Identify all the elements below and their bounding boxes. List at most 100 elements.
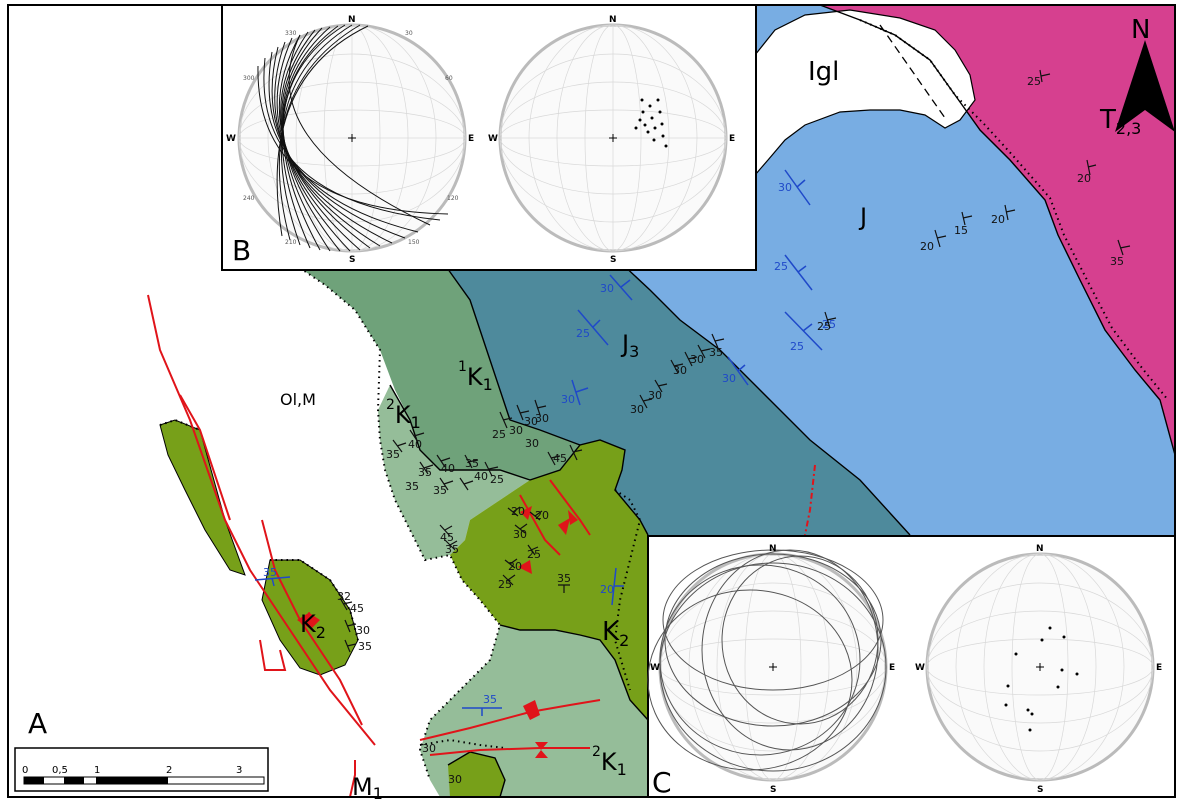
blue-dip-labels: 30 30 25 25 30 30 25 25 20 35 35	[263, 181, 836, 706]
black-dip-labels: 25 20 20 15 20 35 25 35 30 30 30 30 25 3…	[337, 75, 1124, 786]
unit-label-m1: M1	[352, 773, 383, 801]
stereonet-b-right: N S E W	[488, 15, 735, 265]
dip-label: 32	[337, 590, 351, 603]
dip-label: 30	[509, 424, 523, 437]
dip-label: 25	[576, 327, 590, 340]
cardinal-w: W	[488, 134, 498, 144]
dip-label: 25	[790, 340, 804, 353]
cardinal-s: S	[770, 785, 776, 795]
degree-tick: 210	[285, 239, 297, 246]
dip-label: 40	[441, 462, 455, 475]
scale-tick: 0	[22, 765, 28, 776]
dip-label: 35	[263, 566, 277, 579]
degree-tick: 120	[447, 195, 459, 202]
dip-label: 25	[492, 428, 506, 441]
scale-tick: 1	[94, 765, 100, 776]
scale-tick: 0,5	[52, 765, 68, 776]
unit-label-2k1-south: 2K1	[592, 744, 627, 779]
dip-label: 35	[557, 572, 571, 585]
dip-label: 35	[418, 466, 432, 479]
cardinal-e: E	[889, 663, 895, 673]
unit-label-k2-west: K2	[300, 610, 326, 642]
dip-label: 30	[648, 389, 662, 402]
unit-k2-main-area	[450, 440, 648, 720]
unit-wedge-area	[159, 419, 246, 576]
unit-label-igl: Igl	[808, 57, 839, 87]
dip-label: 20	[600, 583, 614, 596]
degree-tick: 30	[405, 30, 413, 37]
unit-label-2k1-north: 2K1	[386, 397, 421, 432]
north-arrow: N	[1115, 15, 1175, 132]
stereonet-c-right: N S E W	[915, 544, 1162, 795]
unit-j3-area	[445, 262, 910, 535]
dip-label: 30	[525, 437, 539, 450]
north-arrow-label: N	[1131, 15, 1150, 45]
degree-tick: 300	[243, 75, 255, 82]
degree-tick: 330	[285, 30, 297, 37]
dip-label: 30	[630, 403, 644, 416]
cardinal-w: W	[226, 134, 236, 144]
panel-label-a: A	[28, 707, 47, 740]
dip-label: 20	[1077, 172, 1091, 185]
dip-label: 40	[474, 470, 488, 483]
dip-label: 35	[445, 543, 459, 556]
dashed-contact	[879, 24, 946, 119]
dip-label: 30	[722, 372, 736, 385]
unit-triassic-area	[820, 5, 1175, 455]
scale-tick: 3	[236, 765, 242, 776]
cardinal-n: N	[609, 15, 617, 25]
dip-label: 35	[1110, 255, 1124, 268]
dip-label: 15	[954, 224, 968, 237]
dip-label: 30	[524, 415, 538, 428]
unit-labels: T2,3 J J3 1K1 2K1 K2 K2 2K1 Ol,M Igl M1	[280, 57, 1141, 803]
inset-b: N S E W 30 60 120 150 210 240 300 330	[221, 4, 757, 271]
dip-label: 25	[1027, 75, 1041, 88]
unit-label-j3: J3	[620, 330, 639, 361]
degree-tick: 240	[243, 195, 255, 202]
cardinal-e: E	[468, 134, 474, 144]
dip-label: 25	[490, 473, 504, 486]
dip-label: 30	[513, 528, 527, 541]
blue-bedding-symbols	[254, 169, 823, 716]
cardinal-e: E	[1156, 663, 1162, 673]
stereonet-c-left: N S E W	[647, 544, 895, 795]
stereonet-b-left: N S E W 30 60 120 150 210 240 300 330	[226, 15, 474, 265]
unit-label-jurassic: J	[858, 203, 867, 231]
cardinal-s: S	[1037, 785, 1043, 795]
dip-label: 25	[498, 578, 512, 591]
dip-label: 30	[535, 412, 549, 425]
unit-k2-bottom-area	[448, 752, 505, 797]
dip-label: 45	[440, 531, 454, 544]
cardinal-s: S	[349, 255, 355, 265]
cardinal-s: S	[610, 255, 616, 265]
dip-label: 30	[600, 282, 614, 295]
map-frame	[7, 4, 1176, 798]
cardinal-n: N	[348, 15, 356, 25]
dip-label: 45	[553, 452, 567, 465]
black-bedding-symbols	[339, 69, 1131, 653]
dip-label: 35	[483, 693, 497, 706]
dip-label: 35	[405, 480, 419, 493]
cardinal-n: N	[1036, 544, 1044, 554]
dip-label: 30	[561, 393, 575, 406]
dip-label: 30	[448, 773, 462, 786]
dip-label: 20	[920, 240, 934, 253]
fold-arrows	[297, 506, 578, 758]
cardinal-w: W	[915, 663, 925, 673]
dip-label: 30	[356, 624, 370, 637]
dip-label: 20	[991, 213, 1005, 226]
unit-1k1-area	[300, 265, 580, 480]
unit-label-1k1: 1K1	[458, 359, 493, 394]
degree-tick: 60	[445, 75, 453, 82]
dip-label: 30	[422, 742, 436, 755]
unit-label-k2-main: K2	[602, 617, 629, 650]
dip-label: 25	[817, 320, 831, 333]
dip-label: 20	[511, 505, 525, 518]
panel-label-b: B	[232, 234, 251, 267]
scale-bar: 0 0,5 1 2 3	[14, 747, 269, 792]
dip-label: 30	[690, 353, 704, 366]
dip-label: 25	[774, 260, 788, 273]
panel-label-c: C	[652, 766, 672, 799]
